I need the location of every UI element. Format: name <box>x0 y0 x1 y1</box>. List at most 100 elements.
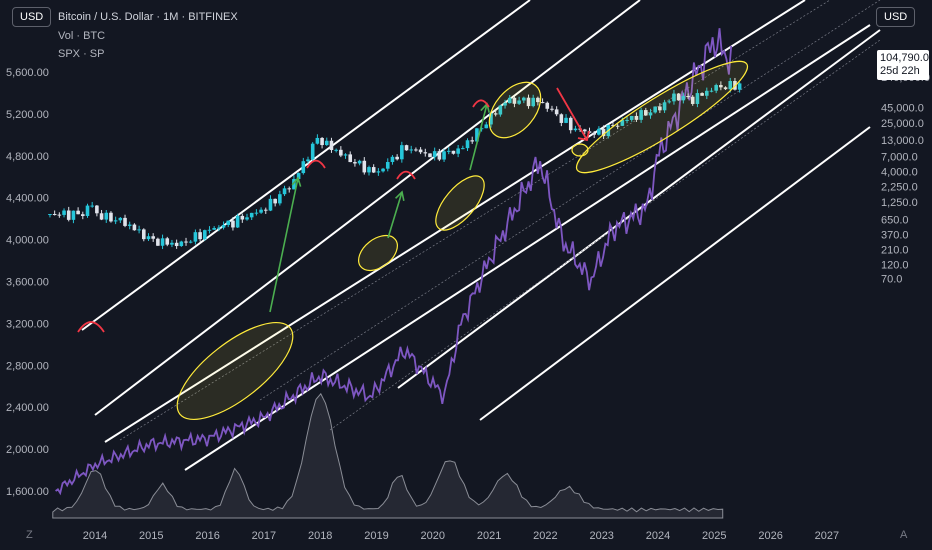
candle-body <box>648 112 653 116</box>
volume-legend[interactable]: Vol · BTC <box>58 30 106 42</box>
red-arrow <box>556 87 588 141</box>
channel-midline-2 <box>259 0 881 401</box>
candle-body <box>719 85 723 88</box>
x-tick-2014: 2014 <box>83 530 107 542</box>
left-tick: 5,200.00 <box>6 109 49 121</box>
green-arrow-3 <box>469 103 488 171</box>
x-tick-2016: 2016 <box>195 530 219 542</box>
candle-body <box>390 156 395 163</box>
candle-body <box>531 97 536 107</box>
candle-body <box>601 128 606 137</box>
candle-body <box>339 149 343 156</box>
candle-body <box>273 198 277 204</box>
candle-body <box>723 87 728 90</box>
candle-body <box>235 215 240 228</box>
green-arrow-1 <box>269 177 299 313</box>
candle-body <box>676 93 681 101</box>
auto-scale-icon[interactable]: A <box>900 529 908 541</box>
candle-body <box>343 154 348 156</box>
channel-line-5 <box>397 29 881 389</box>
candle-body <box>465 140 470 149</box>
candle-body <box>198 232 202 240</box>
currency-button-left[interactable]: USD <box>12 7 52 27</box>
candle-body <box>376 171 381 173</box>
candle-body <box>644 110 648 116</box>
candle-body <box>324 140 329 146</box>
candle-body <box>132 224 137 231</box>
left-tick: 4,400.00 <box>6 193 49 205</box>
candle-body <box>81 214 85 216</box>
candle-body <box>526 97 531 107</box>
candle-body <box>113 220 118 222</box>
right-tick: 45,000.0 <box>881 102 924 114</box>
candle-body <box>127 224 132 226</box>
volume-area-shape <box>52 392 724 519</box>
candle-body <box>249 212 254 218</box>
highlight-ellipse-6 <box>575 60 749 174</box>
candle-body <box>118 217 123 221</box>
x-tick-2026: 2026 <box>758 530 782 542</box>
candle-body <box>348 154 353 163</box>
currency-button-right[interactable]: USD <box>876 7 916 27</box>
candle-body <box>292 178 296 190</box>
left-tick: 3,200.00 <box>6 318 49 330</box>
candle-body <box>99 213 104 220</box>
candle-body <box>597 128 601 135</box>
candle-body <box>395 156 399 160</box>
candle-body <box>700 93 704 96</box>
candle-body <box>226 220 231 225</box>
left-tick: 3,600.00 <box>6 277 49 289</box>
candle-body <box>245 217 249 220</box>
volume-area <box>52 392 724 519</box>
spx-line <box>55 28 733 496</box>
candle-body <box>212 228 216 230</box>
red-top-arc-2 <box>306 159 326 169</box>
candle-body <box>634 115 639 120</box>
left-tick: 5,600.00 <box>6 67 49 79</box>
candle-body <box>409 149 414 151</box>
spx-legend[interactable]: SPX · SP <box>58 48 105 60</box>
right-tick: 4,000.0 <box>881 166 918 178</box>
candle-body <box>221 224 226 228</box>
candle-body <box>334 149 338 151</box>
candle-body <box>188 241 193 243</box>
candle-body <box>371 167 376 173</box>
last-price: 104,790.0 <box>880 52 929 64</box>
candle-body <box>568 117 573 131</box>
candle-body <box>437 151 442 160</box>
right-tick: 13,000.0 <box>881 135 924 147</box>
candle-body <box>268 198 273 211</box>
candle-body <box>254 212 259 214</box>
candle-body <box>611 125 615 127</box>
candle-body <box>90 205 94 207</box>
candle-body <box>512 97 517 104</box>
candle-body <box>217 227 221 229</box>
candle-body <box>353 162 357 164</box>
candle-body <box>615 125 620 127</box>
left-tick: 1,600.00 <box>6 486 49 498</box>
candle-body <box>404 145 409 151</box>
x-tick-2022: 2022 <box>533 530 557 542</box>
candle-body <box>418 149 423 153</box>
candle-body <box>109 212 113 222</box>
channel-line-2 <box>94 0 641 416</box>
red-top-arc-3 <box>396 170 416 180</box>
candle-body <box>95 205 99 214</box>
zoom-icon[interactable]: Z <box>26 529 33 541</box>
channel-line-4 <box>184 24 871 471</box>
x-tick-2023: 2023 <box>589 530 613 542</box>
candle-body <box>362 160 367 173</box>
candle-body <box>296 173 301 179</box>
candle-body <box>240 215 245 220</box>
candle-body <box>165 238 170 245</box>
highlight-ellipse-1 <box>176 321 294 421</box>
candle-body <box>461 148 465 150</box>
candle-body <box>695 93 700 104</box>
candle-body <box>76 210 80 215</box>
candle-body <box>446 150 451 152</box>
candle-body <box>104 212 109 220</box>
candle-body <box>202 230 207 240</box>
candle-body <box>423 152 428 154</box>
right-tick: 7,000.0 <box>881 152 918 164</box>
